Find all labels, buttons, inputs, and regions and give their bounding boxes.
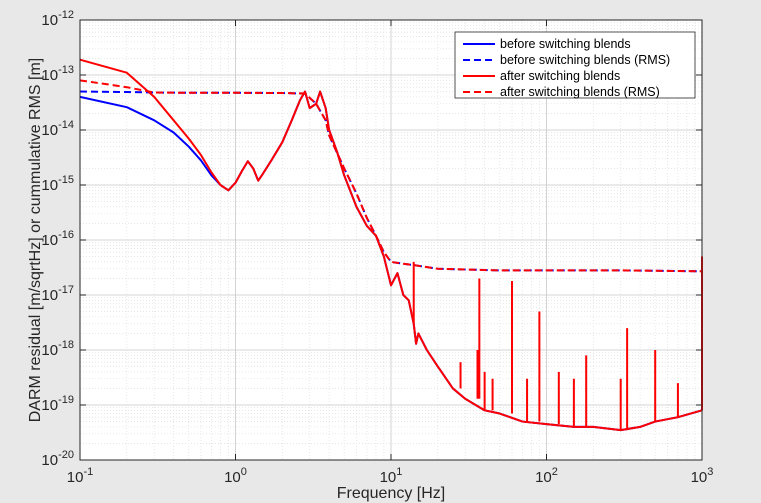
y-tick-label: 10-18 bbox=[41, 339, 74, 359]
y-tick-label: 10-16 bbox=[41, 229, 74, 249]
x-tick-label: 101 bbox=[380, 466, 403, 486]
legend-label: after switching blends (RMS) bbox=[500, 85, 660, 99]
x-tick-label: 10-1 bbox=[67, 466, 93, 486]
y-tick-label: 10-14 bbox=[41, 119, 74, 139]
legend-label: before switching blends (RMS) bbox=[500, 53, 670, 67]
y-tick-label: 10-17 bbox=[41, 284, 74, 304]
x-axis-label: Frequency [Hz] bbox=[337, 485, 445, 502]
x-tick-label: 102 bbox=[535, 466, 558, 486]
y-tick-label: 10-15 bbox=[41, 174, 74, 194]
legend-label: after switching blends bbox=[500, 69, 620, 83]
y-tick-label: 10-13 bbox=[41, 64, 74, 84]
ticks: 10-1 100 101 102 103 10-20 10-19 10-18 10-17 10-1… bbox=[41, 9, 713, 486]
y-tick-label: 10-19 bbox=[41, 394, 74, 414]
series-line-after-switching-blends bbox=[79, 58, 703, 432]
legend-label: before switching blends bbox=[500, 37, 631, 51]
grid bbox=[79, 20, 702, 461]
series-line-after-switching-blends-rms bbox=[79, 79, 703, 273]
x-tick-label: 100 bbox=[224, 466, 247, 486]
x-tick-label: 103 bbox=[691, 466, 714, 486]
legend: before switching blends before switching … bbox=[454, 31, 696, 99]
y-tick-label: 10-20 bbox=[41, 449, 74, 469]
y-tick-label: 10-12 bbox=[41, 9, 74, 29]
y-axis-label: DARM residual [m/sqrtHz] or cummulative … bbox=[27, 58, 44, 423]
